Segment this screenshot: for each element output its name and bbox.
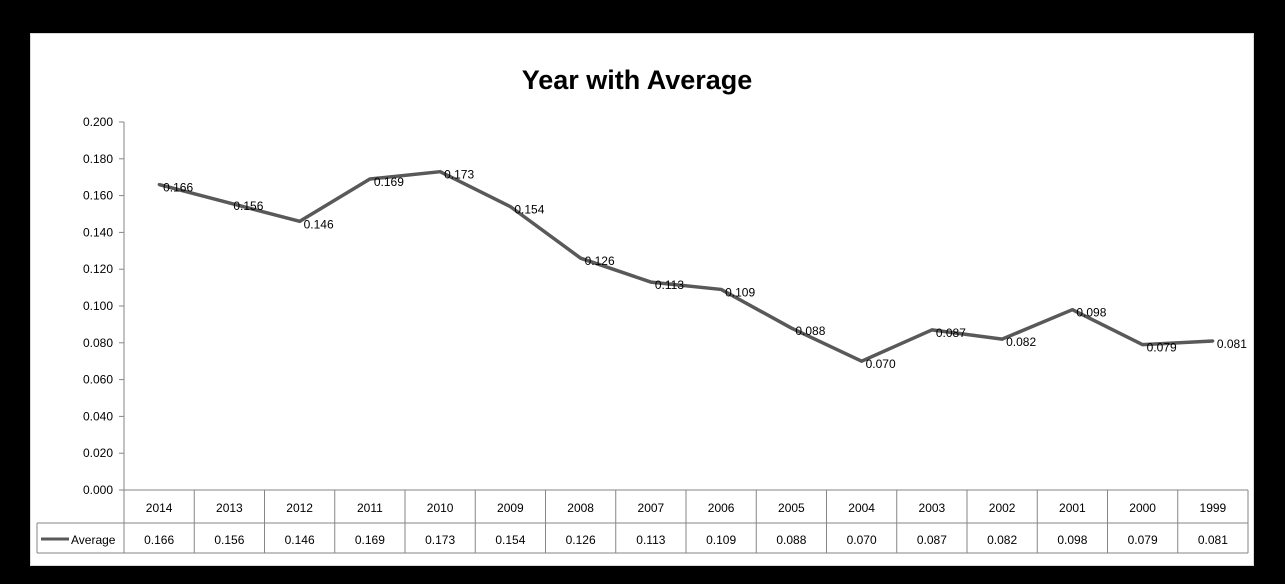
chart-title: Year with Average <box>522 65 753 95</box>
table-value-cell: 0.081 <box>1198 533 1228 547</box>
data-label: 0.081 <box>1217 337 1247 351</box>
table-value-cell: 0.126 <box>566 533 596 547</box>
data-point <box>227 201 231 205</box>
x-tick-label: 2009 <box>497 501 524 515</box>
y-tick-label: 0.160 <box>83 189 113 203</box>
y-tick-label: 0.180 <box>83 152 113 166</box>
axis-layer: 0.000 0.020 0.040 0.060 0.080 0.100 0.120 0.140… <box>83 115 125 497</box>
y-tick-label: 0.060 <box>83 373 113 387</box>
data-point <box>719 287 723 291</box>
table-value-cell: 0.173 <box>425 533 455 547</box>
table-value-cell: 0.156 <box>214 533 244 547</box>
series-layer: 0.166 0.156 0.146 0.169 0.173 0.154 0.126 0.113… <box>157 168 1247 371</box>
data-point <box>649 280 653 284</box>
chart-frame: Year with Average 0.000 0.020 0.040 0.060 0.… <box>30 33 1254 566</box>
data-point <box>438 170 442 174</box>
data-label: 0.087 <box>936 326 966 340</box>
data-point <box>368 177 372 181</box>
data-label: 0.126 <box>585 254 615 268</box>
x-tick-label: 2010 <box>427 501 454 515</box>
data-point <box>1141 343 1145 347</box>
table-value-cell: 0.169 <box>355 533 385 547</box>
x-tick-label: 2011 <box>357 501 383 515</box>
data-label: 0.098 <box>1076 306 1106 320</box>
x-tick-label: 2008 <box>567 501 594 515</box>
table-value-cell: 0.166 <box>144 533 174 547</box>
line-chart: Year with Average 0.0000.0200.0400.0600.… <box>36 65 1249 554</box>
data-label: 0.109 <box>725 285 755 299</box>
data-label: 0.079 <box>1147 341 1177 355</box>
y-tick-label: 0.080 <box>83 336 113 350</box>
x-tick-label: 2004 <box>848 501 875 515</box>
data-label: 0.070 <box>866 357 896 371</box>
table-value-cell: 0.087 <box>917 533 947 547</box>
data-point <box>579 256 583 260</box>
x-tick-label: 2006 <box>708 501 735 515</box>
x-tick-label: 2003 <box>919 501 946 515</box>
x-tick-label: 2002 <box>989 501 1016 515</box>
x-tick-label: 2000 <box>1129 501 1156 515</box>
table-value-cell: 0.082 <box>987 533 1017 547</box>
data-label: 0.173 <box>444 168 474 182</box>
average-series-line <box>158 169 1213 363</box>
data-point <box>930 328 934 332</box>
table-value-cell: 0.113 <box>636 533 665 547</box>
data-point <box>298 219 302 223</box>
x-tick-label: 2001 <box>1059 501 1086 515</box>
data-point <box>157 183 161 187</box>
data-point <box>789 326 793 330</box>
table-value-cell: 0.070 <box>847 533 877 547</box>
data-point <box>1211 339 1215 343</box>
data-label: 0.156 <box>233 199 263 213</box>
x-tick-label: 2012 <box>286 501 313 515</box>
table-value-cell: 0.079 <box>1128 533 1158 547</box>
table-value-cell: 0.088 <box>776 533 806 547</box>
data-point <box>860 359 864 363</box>
y-tick-label: 0.120 <box>83 262 113 276</box>
data-label: 0.082 <box>1006 335 1036 349</box>
table-value-cell: 0.098 <box>1057 533 1087 547</box>
x-tick-label: 2005 <box>778 501 805 515</box>
y-tick-label: 0.100 <box>83 299 113 313</box>
x-tick-label: 2014 <box>146 501 173 515</box>
table-value-cell: 0.146 <box>285 533 315 547</box>
data-label: 0.166 <box>163 181 193 195</box>
y-tick-label: 0.200 <box>83 115 113 129</box>
data-point <box>1070 308 1074 312</box>
data-point <box>508 205 512 209</box>
y-tick-label: 0.140 <box>83 225 113 239</box>
y-tick-label: 0.000 <box>83 483 113 497</box>
data-label: 0.088 <box>795 324 825 338</box>
data-table: 2014 2013 2012 2011 2010 2009 2008 2007 2006 2005… <box>36 489 1249 554</box>
data-point <box>1000 337 1004 341</box>
table-value-cell: 0.109 <box>706 533 736 547</box>
x-tick-label: 1999 <box>1200 501 1227 515</box>
data-label: 0.169 <box>374 175 404 189</box>
legend-series-name: Average <box>71 533 116 547</box>
x-tick-label: 2007 <box>638 501 665 515</box>
data-label: 0.146 <box>304 217 334 231</box>
y-tick-label: 0.020 <box>83 446 113 460</box>
data-label: 0.154 <box>514 203 544 217</box>
y-tick-label: 0.040 <box>83 409 113 423</box>
data-label: 0.113 <box>655 278 684 292</box>
x-tick-label: 2013 <box>216 501 243 515</box>
table-value-cell: 0.154 <box>495 533 525 547</box>
